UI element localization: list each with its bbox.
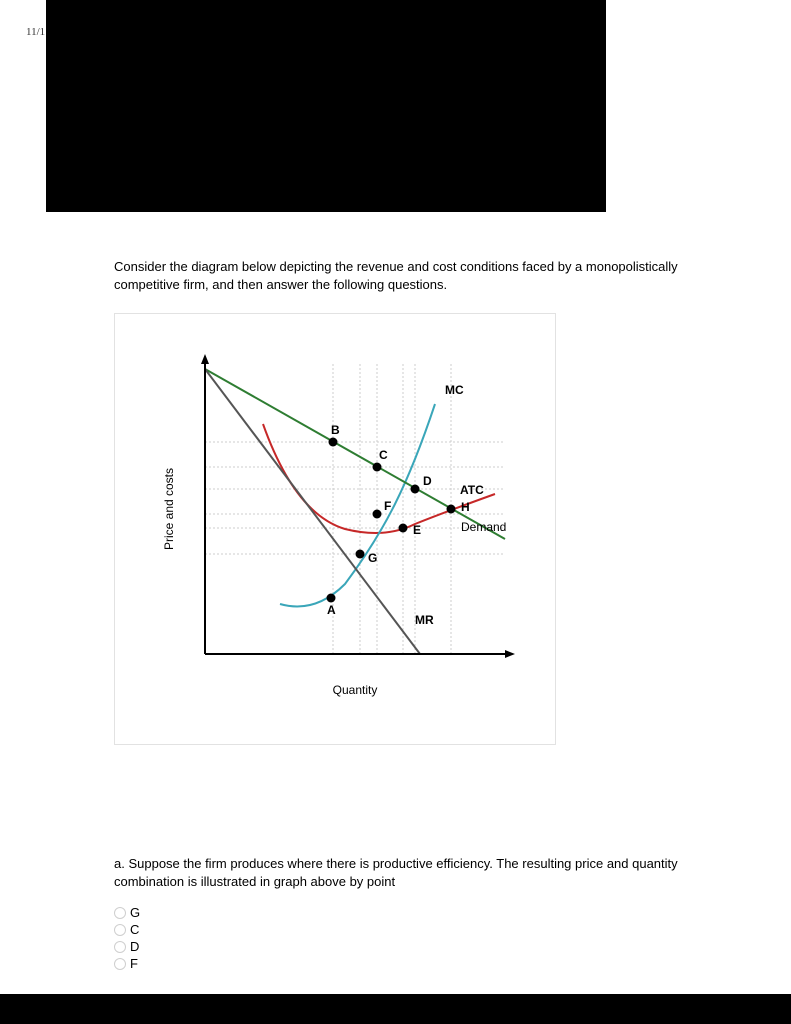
option-row-f[interactable]: F <box>114 955 734 972</box>
radio-d[interactable] <box>114 941 126 953</box>
point-c <box>373 463 382 472</box>
point-label-h: H <box>461 500 470 514</box>
bottom-redaction-block <box>0 994 791 1024</box>
x-axis-label: Quantity <box>333 683 378 697</box>
page-corner-date: 11/1 <box>26 26 45 38</box>
mc-curve <box>280 404 435 607</box>
y-axis-arrow <box>201 354 209 364</box>
option-label-c: C <box>130 922 139 937</box>
x-axis-arrow <box>505 650 515 658</box>
option-label-d: D <box>130 939 139 954</box>
atc-label: ATC <box>460 483 484 497</box>
point-f <box>373 510 382 519</box>
point-label-f: F <box>384 499 391 513</box>
point-d <box>411 485 420 494</box>
radio-f[interactable] <box>114 958 126 970</box>
point-g <box>356 550 365 559</box>
demand-label: Demand <box>461 520 506 534</box>
option-row-c[interactable]: C <box>114 921 734 938</box>
top-redaction-block <box>46 0 606 212</box>
point-e <box>399 524 408 533</box>
page: 11/1 Consider the diagram below depictin… <box>0 0 791 1024</box>
point-a <box>327 594 336 603</box>
mc-label: MC <box>445 383 464 397</box>
option-row-d[interactable]: D <box>114 938 734 955</box>
point-label-g: G <box>368 551 377 565</box>
point-h <box>447 505 456 514</box>
chart-frame: A B C D E F G H MC ATC Demand MR Quantity Price and c… <box>114 313 556 745</box>
point-b <box>329 438 338 447</box>
intro-text: Consider the diagram below depicting the… <box>114 258 734 293</box>
economics-chart: A B C D E F G H MC ATC Demand MR Quantity Price and c… <box>115 314 555 744</box>
mr-label: MR <box>415 613 434 627</box>
point-label-a: A <box>327 603 336 617</box>
radio-c[interactable] <box>114 924 126 936</box>
point-label-b: B <box>331 423 340 437</box>
answer-options: GCDF <box>114 904 734 972</box>
option-label-g: G <box>130 905 140 920</box>
content-area: Consider the diagram below depicting the… <box>114 258 734 972</box>
radio-g[interactable] <box>114 907 126 919</box>
option-label-f: F <box>130 956 138 971</box>
point-label-c: C <box>379 448 388 462</box>
point-label-e: E <box>413 523 421 537</box>
option-row-g[interactable]: G <box>114 904 734 921</box>
point-label-d: D <box>423 474 432 488</box>
question-a-text: a. Suppose the firm produces where there… <box>114 855 734 890</box>
y-axis-label: Price and costs <box>162 468 176 550</box>
